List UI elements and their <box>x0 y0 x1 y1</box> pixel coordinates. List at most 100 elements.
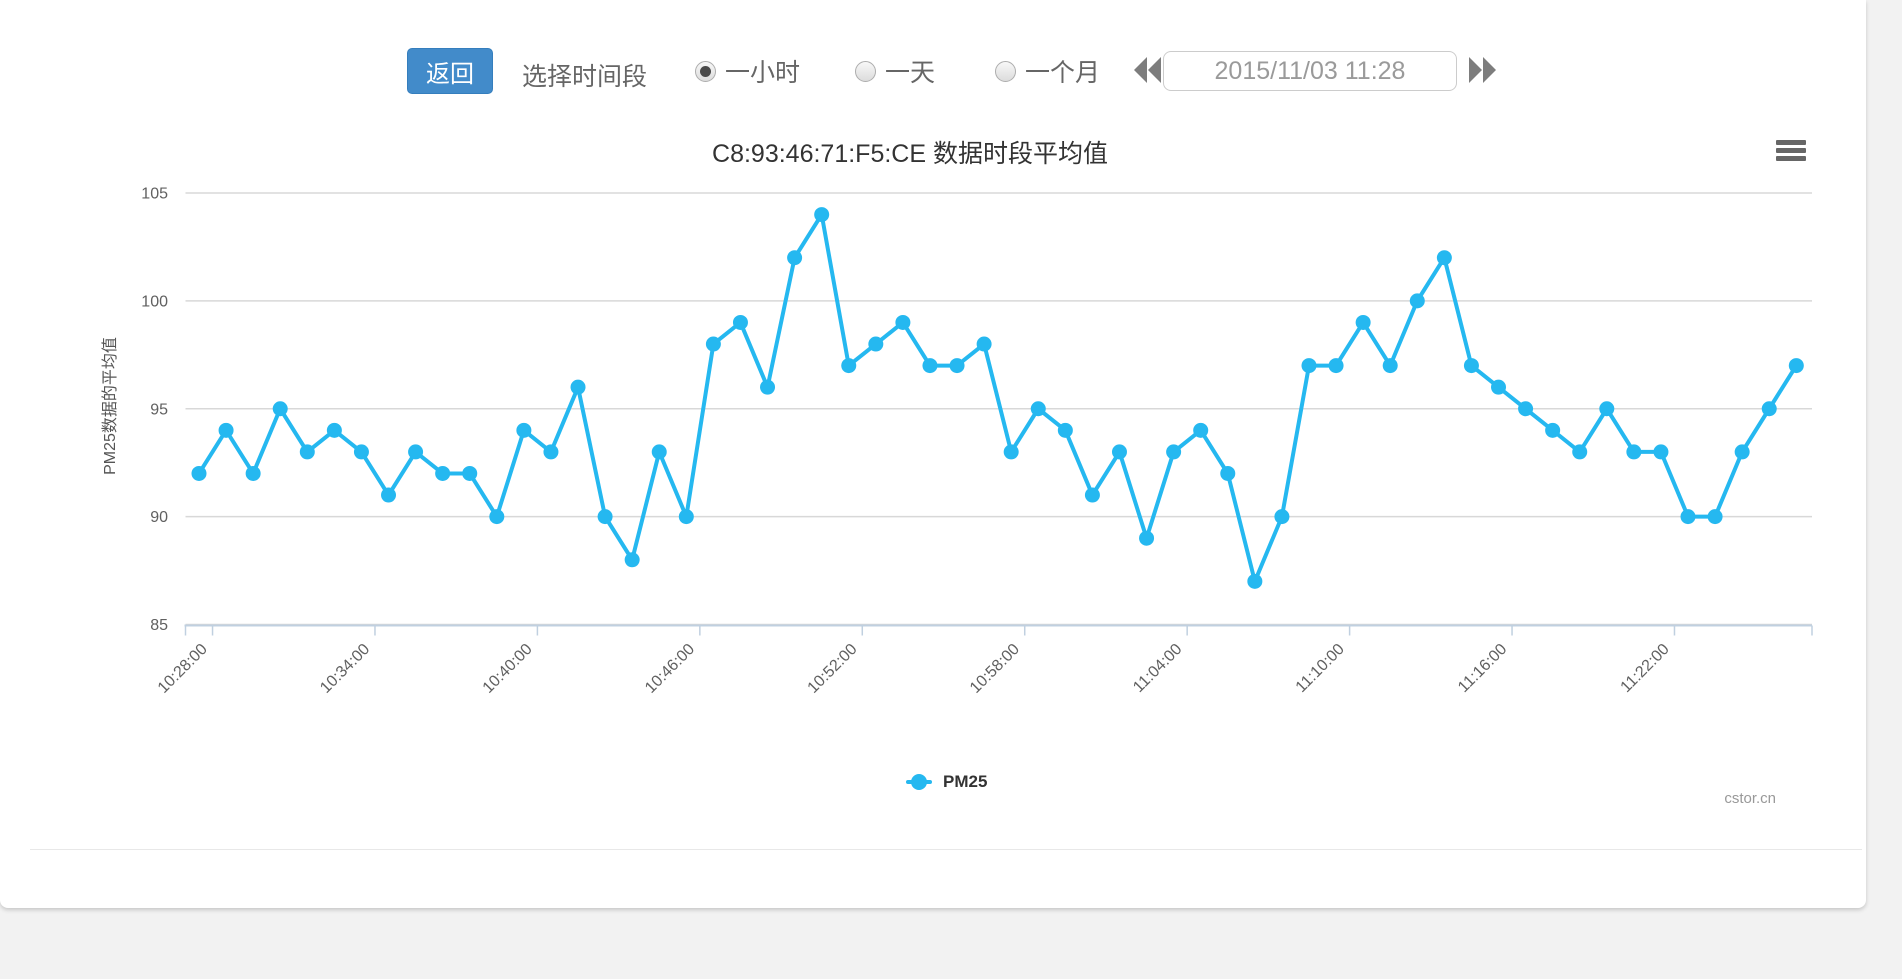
chart-point[interactable] <box>1193 422 1209 438</box>
chart-point[interactable] <box>218 422 234 438</box>
chart-point[interactable] <box>949 358 965 374</box>
period-select-label: 选择时间段 <box>522 63 648 91</box>
period-radio-label: 一个月 <box>1025 59 1101 87</box>
x-axis-label: 11:10:00 <box>1293 641 1348 696</box>
chart-point[interactable] <box>732 314 748 330</box>
chart-point[interactable] <box>678 509 694 525</box>
chart-point[interactable] <box>1572 444 1588 460</box>
chart-point[interactable] <box>570 379 586 395</box>
chart-point[interactable] <box>787 250 803 266</box>
prev-period-button[interactable] <box>1134 57 1162 83</box>
chart-point[interactable] <box>191 465 207 481</box>
chart-point[interactable] <box>1057 422 1073 438</box>
legend-item-pm25[interactable]: PM25 <box>906 772 987 792</box>
legend-label: PM25 <box>943 772 988 791</box>
radio-selected-icon[interactable] <box>695 60 716 82</box>
chart-point[interactable] <box>272 401 288 417</box>
chart-point[interactable] <box>597 509 613 525</box>
chart-point[interactable] <box>841 358 857 374</box>
x-axis-label: 11:22:00 <box>1618 641 1673 696</box>
y-axis-label: 95 <box>150 401 168 418</box>
y-axis-label: 85 <box>150 617 168 634</box>
chart-point[interactable] <box>1355 314 1371 330</box>
chart-point[interactable] <box>1436 250 1452 266</box>
chart-point[interactable] <box>1328 358 1344 374</box>
chart-point[interactable] <box>489 509 505 525</box>
chart-point[interactable] <box>1220 465 1236 481</box>
chart-title: C8:93:46:71:F5:CE 数据时段平均值 <box>712 140 1108 168</box>
hamburger-icon <box>1776 140 1806 145</box>
chart-point[interactable] <box>1545 422 1561 438</box>
chart-point[interactable] <box>1382 358 1398 374</box>
chart-point[interactable] <box>1139 530 1155 546</box>
chart-point[interactable] <box>624 552 640 568</box>
back-button[interactable]: 返回 <box>407 48 493 94</box>
chart-point[interactable] <box>462 465 478 481</box>
chart-point[interactable] <box>651 444 667 460</box>
chart-point[interactable] <box>1274 509 1290 525</box>
radio-icon[interactable] <box>995 60 1016 82</box>
chart-point[interactable] <box>895 314 911 330</box>
radio-icon[interactable] <box>855 60 876 82</box>
chart-point[interactable] <box>1030 401 1046 417</box>
chart-point[interactable] <box>1491 379 1507 395</box>
chart-point[interactable] <box>435 465 451 481</box>
chart-point[interactable] <box>1003 444 1019 460</box>
chart-point[interactable] <box>1301 358 1317 374</box>
series-line <box>197 212 1799 584</box>
right-arrow-icon <box>1483 57 1496 83</box>
chart-point[interactable] <box>1599 401 1615 417</box>
watermark: cstor.cn <box>1724 790 1776 807</box>
chart-point[interactable] <box>1707 509 1723 525</box>
period-radio-0[interactable]: 一小时 <box>695 56 801 87</box>
period-radio-label: 一小时 <box>725 59 801 87</box>
export-menu-button[interactable] <box>1776 140 1806 164</box>
chart-point[interactable] <box>516 422 532 438</box>
chart-point[interactable] <box>1518 401 1534 417</box>
chart-point[interactable] <box>1653 444 1669 460</box>
y-axis-label: 105 <box>141 186 168 203</box>
chart-point[interactable] <box>543 444 559 460</box>
chart-point[interactable] <box>1463 358 1479 374</box>
chart-point[interactable] <box>814 207 830 223</box>
period-radio-2[interactable]: 一个月 <box>995 56 1101 87</box>
next-period-button[interactable] <box>1468 57 1496 83</box>
period-radio-label: 一天 <box>885 59 936 87</box>
chart-point[interactable] <box>1680 509 1696 525</box>
pm25-line-chart: 85 90 95 100 105 10:28:00 10:34:00 10:40:00 10:4… <box>141 186 1813 697</box>
y-axis-label: 90 <box>150 509 168 526</box>
chart-point[interactable] <box>922 358 938 374</box>
chart-point[interactable] <box>1788 358 1804 374</box>
chart-point[interactable] <box>1626 444 1642 460</box>
chart-point[interactable] <box>381 487 397 503</box>
chart-point[interactable] <box>976 336 992 352</box>
chart-point[interactable] <box>1084 487 1100 503</box>
chart-point[interactable] <box>1734 444 1750 460</box>
chart-point[interactable] <box>705 336 721 352</box>
x-axis-label: 10:34:00 <box>317 641 373 697</box>
chart-point[interactable] <box>353 444 369 460</box>
chart-point[interactable] <box>1166 444 1182 460</box>
left-arrow-icon <box>1134 57 1147 83</box>
chart-point[interactable] <box>760 379 776 395</box>
chart-point[interactable] <box>326 422 342 438</box>
chart-point[interactable] <box>408 444 424 460</box>
chart-point[interactable] <box>868 336 884 352</box>
chart-point[interactable] <box>245 465 261 481</box>
x-axis-label: 10:28:00 <box>155 641 211 697</box>
chart-point[interactable] <box>1761 401 1777 417</box>
period-radio-1[interactable]: 一天 <box>855 56 936 87</box>
x-axis-label: 10:58:00 <box>967 641 1023 697</box>
chart-point[interactable] <box>1111 444 1127 460</box>
right-arrow-icon <box>1469 57 1482 83</box>
chart-point[interactable] <box>1409 293 1425 309</box>
chart-point[interactable] <box>299 444 315 460</box>
datetime-input[interactable] <box>1163 51 1457 91</box>
x-axis-label: 10:52:00 <box>805 641 861 697</box>
hamburger-icon <box>1776 156 1806 161</box>
x-axis-label: 11:16:00 <box>1455 641 1510 696</box>
left-arrow-icon <box>1148 57 1161 83</box>
x-axis-label: 10:46:00 <box>642 641 698 697</box>
divider <box>30 849 1862 850</box>
chart-point[interactable] <box>1247 573 1263 589</box>
